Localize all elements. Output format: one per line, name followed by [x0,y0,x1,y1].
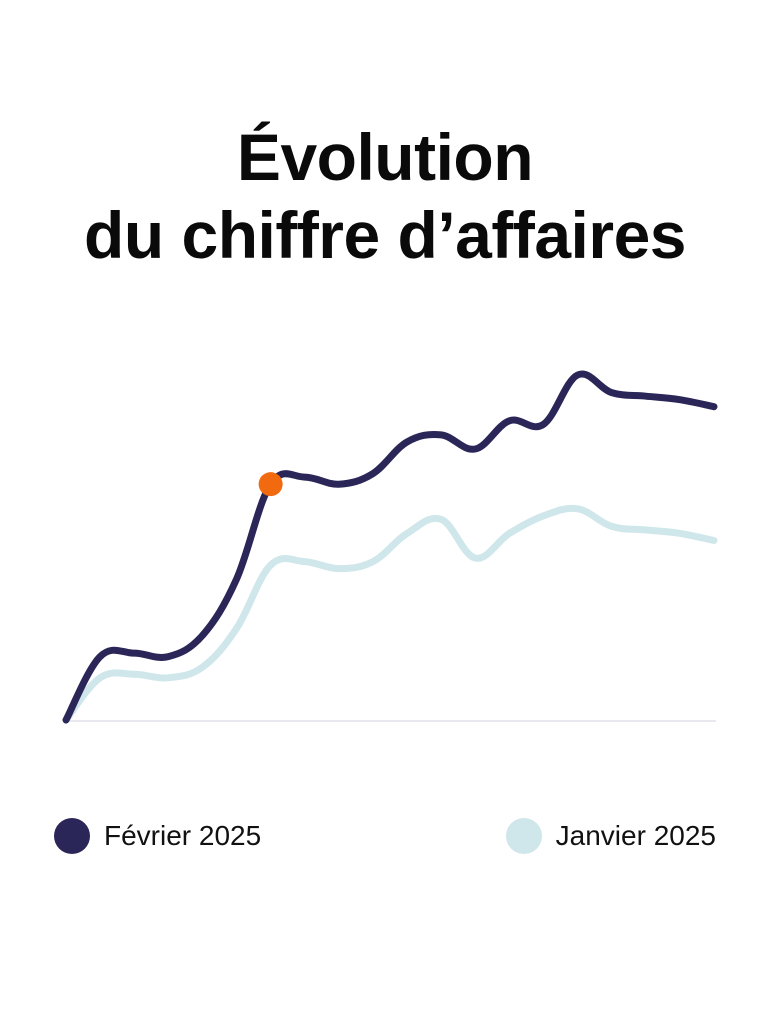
series-line-janvier-2025 [62,504,718,724]
series-line-fevrier-2025 [62,370,718,724]
legend-label-fevrier: Février 2025 [104,820,262,851]
highlight-point [258,472,283,497]
legend-item-janvier: Janvier 2025 [505,818,716,854]
chart-title-line-2: du chiffre d’affaires [84,198,686,272]
legend-item-fevrier: Février 2025 [54,818,261,854]
legend-label-janvier: Janvier 2025 [555,820,716,851]
legend-swatch-fevrier [54,818,90,854]
chart-title-line-1: Évolution [236,120,534,194]
legend-swatch-janvier [505,818,542,854]
chart-title: Évolution du chiffre d’affaires [0,118,770,274]
